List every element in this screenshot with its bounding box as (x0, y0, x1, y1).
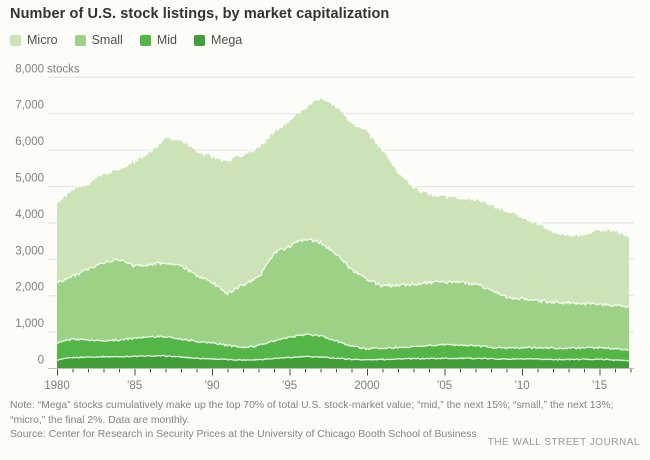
boundary-micro (56, 95, 630, 238)
publisher-credit: THE WALL STREET JOURNAL (487, 437, 640, 448)
legend: Micro Small Mid Mega (10, 33, 242, 47)
svg-text:8,000: 8,000 (15, 63, 44, 75)
svg-text:’15: ’15 (592, 380, 607, 392)
source-line: Source: Center for Research in Security … (10, 429, 477, 440)
svg-text:6,000: 6,000 (15, 136, 44, 148)
svg-text:2000: 2000 (354, 380, 380, 392)
svg-text:’90: ’90 (204, 380, 219, 392)
svg-text:1,000: 1,000 (15, 318, 44, 330)
area-small (57, 238, 629, 368)
svg-text:0: 0 (38, 355, 44, 367)
legend-item-micro: Micro (10, 33, 58, 47)
svg-text:stocks: stocks (47, 63, 80, 75)
boundary-mid (56, 333, 630, 351)
legend-swatch-micro (10, 34, 21, 46)
legend-item-small: Small (74, 33, 123, 47)
chart-note: Note: “Mega” stocks cumulatively make up… (10, 399, 644, 443)
legend-label-small: Small (91, 33, 123, 47)
svg-text:’85: ’85 (127, 380, 142, 392)
svg-text:’95: ’95 (282, 380, 297, 392)
axes: 1980 ’85 ’90 ’95 2000 ’05 ’10 ’15 (44, 368, 634, 392)
legend-swatch-mid (139, 34, 151, 46)
legend-swatch-small (74, 34, 86, 46)
svg-text:2,000: 2,000 (15, 282, 44, 294)
svg-text:5,000: 5,000 (15, 173, 44, 185)
svg-text:’10: ’10 (514, 380, 529, 392)
legend-item-mid: Mid (139, 33, 177, 47)
svg-text:4,000: 4,000 (15, 209, 44, 221)
note-line-2: “micro,” the final 2%. Data are monthly. (10, 414, 190, 426)
boundary-small (56, 237, 629, 309)
area-series (56, 95, 630, 368)
legend-label-mid: Mid (156, 33, 177, 47)
page-title: Number of U.S. stock listings, by market… (10, 6, 390, 22)
svg-text:3,000: 3,000 (15, 245, 44, 257)
legend-label-micro: Micro (27, 33, 58, 47)
svg-text:1980: 1980 (44, 380, 70, 392)
svg-text:’05: ’05 (437, 380, 452, 392)
legend-item-mega: Mega (193, 33, 243, 47)
note-line-1: Note: “Mega” stocks cumulatively make up… (10, 400, 614, 411)
boundary-mega (56, 354, 629, 362)
svg-text:7,000: 7,000 (15, 100, 44, 112)
legend-swatch-mega (193, 34, 205, 46)
legend-label-mega: Mega (210, 33, 243, 47)
